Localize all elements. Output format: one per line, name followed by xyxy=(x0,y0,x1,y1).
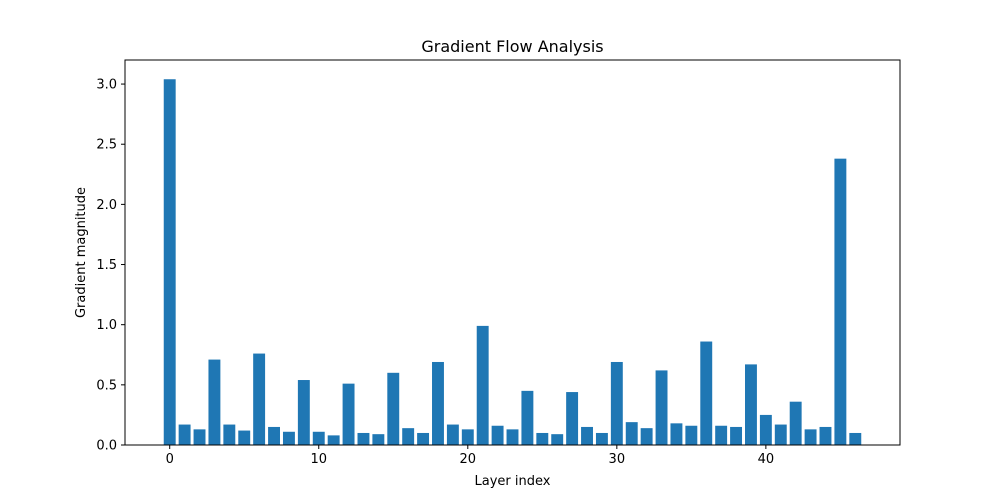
bar-layer-16 xyxy=(402,428,415,445)
bar-layer-13 xyxy=(357,432,370,445)
y-tick-label: 0.5 xyxy=(96,378,117,393)
bar-layer-15 xyxy=(387,372,400,445)
bar-layer-30 xyxy=(610,361,623,445)
bar-layer-21 xyxy=(476,325,489,445)
y-tick-label: 1.0 xyxy=(96,318,117,333)
bar-layer-26 xyxy=(551,434,564,445)
bar-layer-0 xyxy=(163,79,176,445)
bar-layer-24 xyxy=(521,390,534,445)
bar-layer-10 xyxy=(312,431,325,445)
bar-layer-2 xyxy=(193,429,206,445)
bar-layer-36 xyxy=(700,341,713,445)
y-tick-label: 2.5 xyxy=(96,138,117,153)
bar-layer-20 xyxy=(461,429,474,445)
bar-layer-11 xyxy=(327,435,340,446)
bar-layer-28 xyxy=(581,426,593,445)
x-axis-ticks: 0 10 20 30 40 xyxy=(166,445,775,467)
bar-layer-41 xyxy=(774,424,787,445)
bar-layer-39 xyxy=(745,364,757,445)
bar-layer-38 xyxy=(730,426,743,445)
chart-title: Gradient Flow Analysis xyxy=(421,37,603,56)
bar-layer-9 xyxy=(297,380,310,445)
x-tick-label: 10 xyxy=(310,452,327,467)
bar-layer-34 xyxy=(670,423,683,445)
bar-layer-27 xyxy=(566,392,579,445)
bar-layer-33 xyxy=(655,370,668,445)
bar-layer-7 xyxy=(268,426,280,445)
bar-layer-45 xyxy=(834,158,847,445)
bar-layer-19 xyxy=(446,424,459,445)
y-tick-label: 1.5 xyxy=(96,258,117,273)
x-tick-label: 20 xyxy=(460,452,477,467)
y-tick-label: 2.0 xyxy=(96,198,117,213)
bar-layer-32 xyxy=(640,428,653,445)
y-axis-label: Gradient magnitude xyxy=(74,187,89,318)
bar-layer-17 xyxy=(417,432,430,445)
bar-layer-40 xyxy=(759,414,772,445)
bar-layer-8 xyxy=(282,431,295,445)
x-axis-label: Layer index xyxy=(475,474,551,489)
bar-layer-3 xyxy=(208,359,221,445)
bars-group xyxy=(163,79,862,446)
bar-layer-1 xyxy=(178,424,191,445)
bar-layer-35 xyxy=(685,425,698,445)
bar-layer-46 xyxy=(849,432,862,445)
bar-layer-43 xyxy=(804,429,817,445)
plot-frame xyxy=(124,59,901,446)
bar-layer-12 xyxy=(342,383,355,445)
bar-layer-22 xyxy=(491,425,504,445)
bar-layer-23 xyxy=(506,429,519,445)
bar-layer-44 xyxy=(819,426,832,445)
bar-layer-5 xyxy=(238,430,251,445)
bar-layer-4 xyxy=(223,424,236,445)
y-axis-ticks: 0.0 0.5 1.0 1.5 2.0 2.5 3.0 xyxy=(96,78,125,454)
bar-layer-37 xyxy=(715,425,728,445)
bar-layer-42 xyxy=(789,401,802,445)
bar-layer-29 xyxy=(595,432,608,445)
x-tick-label: 40 xyxy=(758,452,775,467)
bar-layer-18 xyxy=(432,361,444,445)
bar-layer-14 xyxy=(372,434,385,445)
bar-layer-25 xyxy=(536,432,549,445)
x-tick-label: 30 xyxy=(609,452,626,467)
y-tick-label: 3.0 xyxy=(96,78,117,93)
y-tick-label: 0.0 xyxy=(96,439,117,454)
bar-layer-31 xyxy=(625,422,638,445)
x-tick-label: 0 xyxy=(166,452,174,467)
bar-layer-6 xyxy=(253,353,266,445)
